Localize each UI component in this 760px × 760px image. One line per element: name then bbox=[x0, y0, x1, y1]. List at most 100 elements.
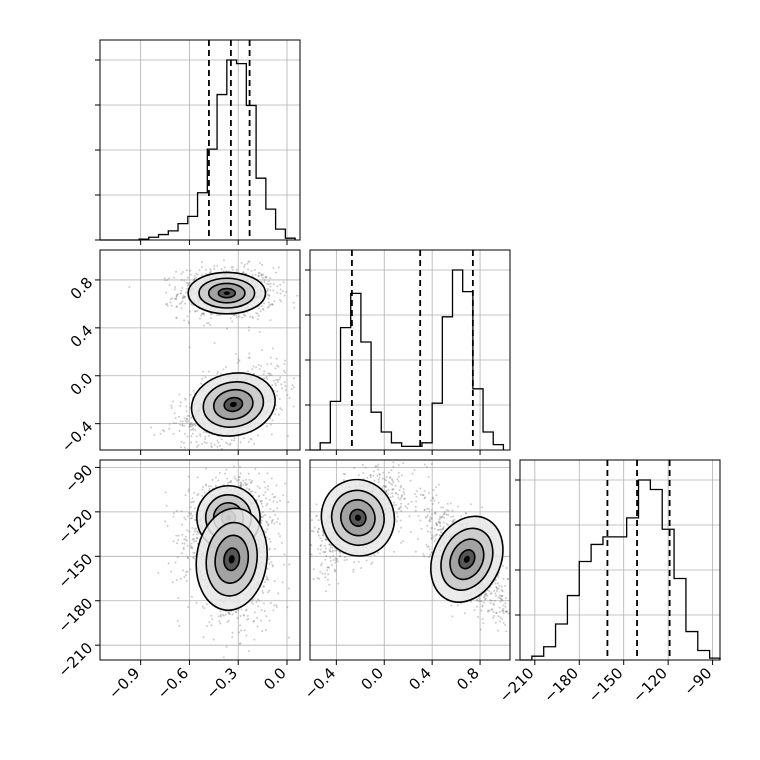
sample-point bbox=[181, 270, 184, 273]
sample-point bbox=[270, 477, 273, 480]
sample-point bbox=[268, 562, 271, 565]
sample-point bbox=[181, 286, 184, 289]
sample-point bbox=[255, 600, 258, 603]
sample-point bbox=[504, 597, 507, 600]
sample-point bbox=[176, 293, 179, 296]
sample-point bbox=[268, 538, 271, 541]
sample-point bbox=[275, 605, 278, 608]
sample-point bbox=[372, 474, 375, 477]
sample-point bbox=[183, 575, 186, 578]
sample-point bbox=[256, 485, 259, 488]
sample-point bbox=[183, 446, 186, 449]
sample-point bbox=[207, 434, 210, 437]
sample-point bbox=[261, 263, 264, 266]
sample-point bbox=[503, 584, 506, 587]
sample-point bbox=[263, 481, 266, 484]
sample-point bbox=[384, 485, 387, 488]
sample-point bbox=[189, 513, 192, 516]
sample-point bbox=[339, 555, 342, 558]
sample-point bbox=[184, 535, 187, 538]
sample-point bbox=[385, 491, 388, 494]
sample-point bbox=[226, 621, 229, 624]
sample-point bbox=[268, 498, 271, 501]
sample-point bbox=[256, 625, 259, 628]
sample-point bbox=[397, 463, 400, 466]
sample-point bbox=[370, 563, 373, 566]
sample-point bbox=[193, 507, 196, 510]
sample-point bbox=[402, 540, 405, 543]
sample-point bbox=[246, 483, 249, 486]
sample-point bbox=[492, 602, 495, 605]
sample-point bbox=[382, 484, 385, 487]
sample-point bbox=[165, 302, 168, 305]
sample-point bbox=[259, 364, 262, 367]
sample-point bbox=[393, 504, 396, 507]
sample-point bbox=[276, 507, 279, 510]
sample-point bbox=[433, 499, 436, 502]
sample-point bbox=[248, 326, 251, 329]
sample-point bbox=[243, 263, 246, 266]
sample-point bbox=[312, 568, 315, 571]
sample-point bbox=[185, 421, 188, 424]
sample-point bbox=[249, 315, 252, 318]
sample-point bbox=[225, 468, 228, 471]
sample-point bbox=[265, 376, 268, 379]
sample-point bbox=[191, 423, 194, 426]
sample-point bbox=[334, 561, 337, 564]
sample-point bbox=[175, 297, 178, 300]
sample-point bbox=[184, 538, 187, 541]
sample-point bbox=[265, 575, 268, 578]
sample-point bbox=[326, 569, 329, 572]
sample-point bbox=[267, 280, 270, 283]
sample-point bbox=[430, 463, 433, 466]
sample-point bbox=[435, 485, 438, 488]
sample-point bbox=[320, 562, 323, 565]
sample-point bbox=[250, 490, 253, 493]
sample-point bbox=[271, 518, 274, 521]
sample-point bbox=[190, 421, 193, 424]
sample-point bbox=[437, 520, 440, 523]
sample-point bbox=[494, 592, 497, 595]
sample-point bbox=[319, 570, 322, 573]
sample-point bbox=[267, 372, 270, 375]
sample-point bbox=[353, 467, 356, 470]
sample-point bbox=[209, 271, 212, 274]
sample-point bbox=[498, 584, 501, 587]
sample-point bbox=[210, 614, 213, 617]
sample-point bbox=[159, 432, 162, 435]
sample-point bbox=[186, 544, 189, 547]
sample-point bbox=[174, 417, 177, 420]
sample-point bbox=[262, 591, 265, 594]
sample-point bbox=[337, 582, 340, 585]
sample-point bbox=[233, 314, 236, 317]
sample-point bbox=[187, 320, 190, 323]
sample-point bbox=[186, 556, 189, 559]
sample-point bbox=[392, 461, 395, 464]
sample-point bbox=[377, 478, 380, 481]
sample-point bbox=[207, 370, 210, 373]
sample-point bbox=[372, 470, 375, 473]
sample-point bbox=[211, 618, 214, 621]
sample-point bbox=[268, 295, 271, 298]
sample-point bbox=[251, 602, 254, 605]
sample-point bbox=[222, 259, 225, 262]
sample-point bbox=[241, 316, 244, 319]
sample-point bbox=[253, 269, 256, 272]
sample-point bbox=[209, 323, 212, 326]
sample-point bbox=[313, 526, 316, 529]
sample-point bbox=[233, 437, 236, 440]
sample-point bbox=[273, 547, 276, 550]
sample-point bbox=[194, 423, 197, 426]
sample-point bbox=[164, 279, 167, 282]
sample-point bbox=[504, 605, 507, 608]
sample-point bbox=[183, 279, 186, 282]
sample-point bbox=[244, 481, 247, 484]
sample-point bbox=[477, 599, 480, 602]
sample-point bbox=[261, 589, 264, 592]
sample-point bbox=[505, 567, 508, 570]
sample-point bbox=[365, 559, 368, 562]
sample-point bbox=[224, 472, 227, 475]
sample-point bbox=[267, 557, 270, 560]
sample-point bbox=[250, 438, 253, 441]
sample-point bbox=[400, 496, 403, 499]
